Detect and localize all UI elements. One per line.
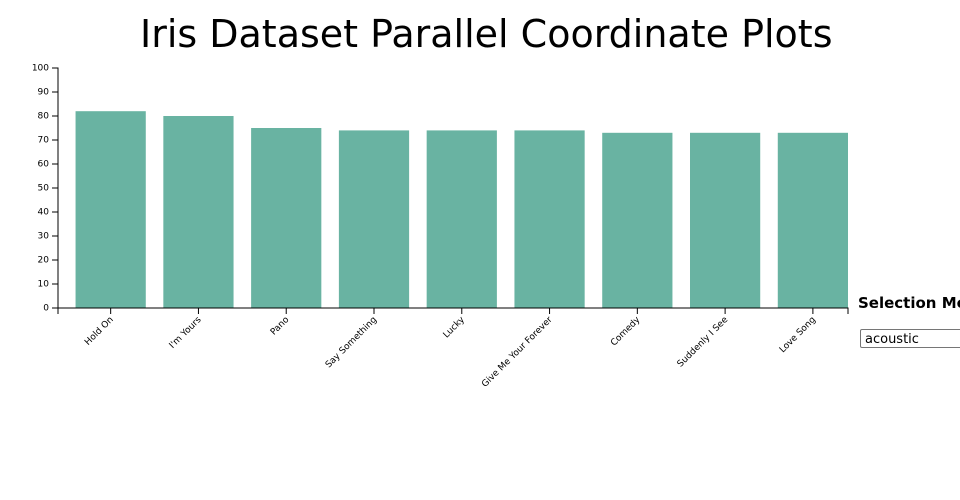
y-tick-label: 70 xyxy=(38,136,50,146)
y-tick-label: 30 xyxy=(38,232,50,242)
bar xyxy=(163,116,234,308)
x-tick-label: Hold On xyxy=(83,315,116,348)
x-tick-label: Pano xyxy=(269,315,292,338)
page-title: Iris Dataset Parallel Coordinate Plots xyxy=(140,12,833,56)
bar xyxy=(338,130,410,308)
y-tick-label: 20 xyxy=(38,256,50,266)
x-tick-label: Give Me Your Forever xyxy=(480,315,555,390)
bar xyxy=(75,111,146,308)
selection-dropdown[interactable]: acoustic xyxy=(860,329,960,348)
x-tick-label: Say Something xyxy=(324,315,379,370)
x-tick-label: Lucky xyxy=(442,315,468,341)
x-tick-label: Love Song xyxy=(778,315,818,355)
y-tick-label: 100 xyxy=(32,64,49,74)
bar xyxy=(514,130,585,308)
bar xyxy=(602,132,673,308)
bar xyxy=(777,132,848,308)
y-tick-label: 50 xyxy=(38,184,50,194)
bar xyxy=(251,128,322,308)
selection-label: Selection Me xyxy=(858,294,960,312)
y-tick-label: 40 xyxy=(38,208,50,218)
y-tick-label: 0 xyxy=(43,304,49,314)
x-tick-label: I'm Yours xyxy=(168,315,204,351)
y-tick-label: 10 xyxy=(38,280,50,290)
x-axis: Hold On I'm Yours Pano Say Something Lucky Gi… xyxy=(57,307,849,390)
x-tick-label: Comedy xyxy=(609,315,643,349)
bar xyxy=(426,130,497,308)
x-tick-label: Suddenly I See xyxy=(676,315,731,370)
y-tick-label: 80 xyxy=(38,112,50,122)
bar xyxy=(690,132,761,308)
bars-group xyxy=(75,111,848,308)
y-tick-label: 90 xyxy=(38,88,50,98)
x-axis-line xyxy=(57,307,849,314)
y-axis: 0 10 20 30 40 50 60 70 80 90 100 xyxy=(32,64,59,314)
y-tick-label: 60 xyxy=(38,160,50,170)
